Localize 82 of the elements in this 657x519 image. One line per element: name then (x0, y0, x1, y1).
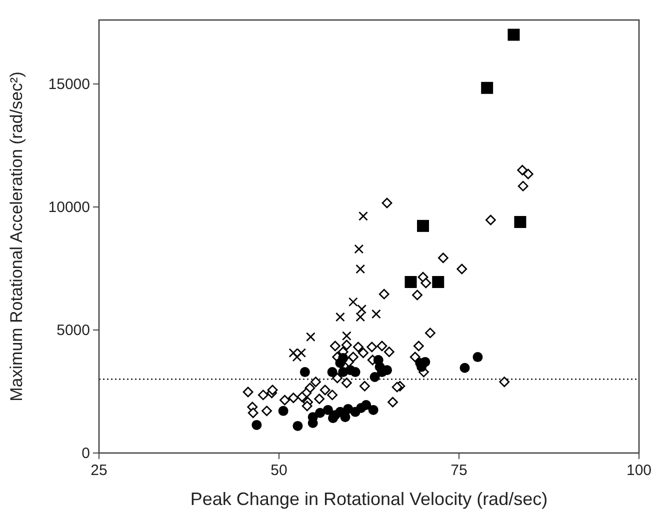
point (518, 180, 528, 192)
point (370, 372, 380, 382)
x-tick-label: 75 (450, 462, 468, 479)
point (412, 290, 422, 300)
point (288, 392, 299, 404)
point (472, 352, 483, 362)
point (248, 408, 258, 418)
point (372, 309, 381, 319)
point (392, 382, 402, 392)
x-axis-title: Peak Change in Rotational Velocity (rad/sec) (190, 489, 548, 509)
point (404, 276, 417, 288)
point (320, 384, 330, 396)
point (348, 297, 358, 307)
point (359, 380, 370, 392)
point (410, 352, 420, 362)
point (338, 353, 348, 364)
point (330, 410, 340, 420)
point (357, 304, 366, 314)
point (388, 396, 398, 408)
point (280, 394, 290, 406)
point (292, 352, 302, 362)
point (278, 406, 288, 416)
point (258, 390, 268, 400)
point (417, 220, 429, 232)
point (378, 288, 390, 300)
point (267, 384, 278, 396)
point (252, 420, 262, 430)
point (336, 312, 345, 322)
point (302, 400, 312, 412)
point (425, 328, 436, 338)
point (361, 400, 372, 410)
point (366, 342, 378, 352)
point (296, 392, 308, 402)
x-tick-label: 100 (626, 462, 652, 479)
y-axis-title: Maximum Rotational Acceleration (rad/sec²) (7, 72, 26, 402)
point (310, 376, 321, 388)
point (368, 404, 378, 415)
y-tick-label: 10000 (48, 198, 90, 216)
point (384, 346, 394, 358)
point (514, 216, 526, 228)
point (262, 406, 272, 416)
x-tick-label: 50 (270, 462, 288, 479)
point (382, 198, 392, 208)
point (341, 340, 352, 350)
point (327, 367, 338, 378)
point (438, 252, 448, 264)
point (358, 348, 368, 358)
point (314, 394, 325, 404)
point (522, 168, 534, 180)
point (242, 386, 254, 398)
point (350, 367, 360, 378)
point (358, 211, 368, 221)
point (332, 372, 343, 384)
point (330, 340, 340, 352)
point (485, 214, 496, 226)
point (322, 404, 333, 415)
point (300, 367, 310, 378)
y-tick-label: 15000 (48, 76, 90, 93)
point (340, 412, 350, 422)
point (354, 244, 364, 254)
point (315, 408, 326, 418)
point (460, 362, 470, 373)
point (420, 278, 432, 288)
point (499, 376, 510, 388)
point (508, 28, 520, 41)
y-tick-label: 5000 (56, 322, 90, 339)
point (327, 390, 338, 400)
point (341, 378, 352, 388)
point (353, 342, 364, 352)
point (413, 340, 424, 352)
point (432, 276, 444, 288)
y-tick-label: 0 (82, 445, 90, 462)
point (517, 164, 528, 176)
x-tick-label: 25 (90, 462, 108, 479)
point (292, 420, 303, 431)
point (356, 312, 366, 322)
point (456, 264, 468, 274)
point (306, 332, 316, 342)
point (342, 331, 352, 341)
point (376, 340, 388, 352)
point (481, 82, 494, 94)
point (356, 264, 366, 274)
